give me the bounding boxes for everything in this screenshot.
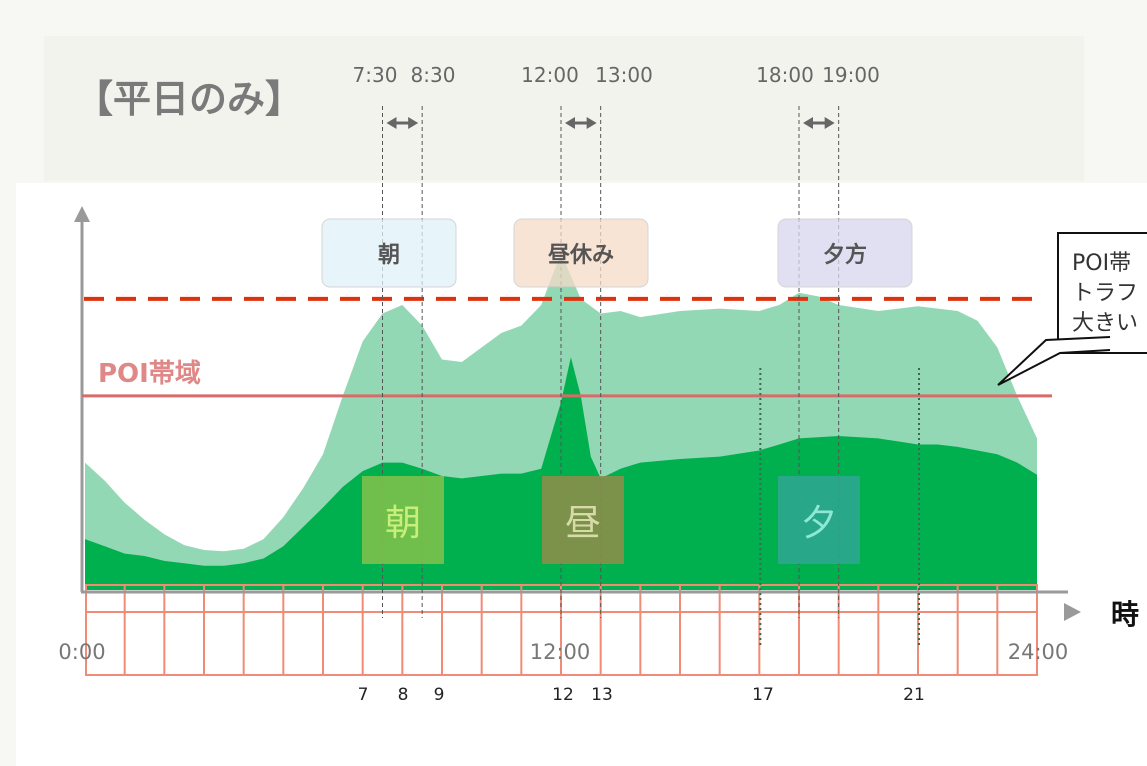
- period-time-label: 19:00: [822, 63, 880, 87]
- x-tick-label: 12:00: [530, 640, 591, 664]
- callout-pointer: [997, 336, 1111, 386]
- arrow-head-right: [586, 117, 597, 129]
- period-box: [778, 476, 860, 564]
- period-time-label: 12:00: [521, 63, 579, 87]
- hour-mark-label: 9: [434, 685, 445, 705]
- y-axis-arrow: [74, 206, 90, 222]
- period-box-label: 昼: [565, 503, 601, 544]
- period-box-label: 朝: [385, 503, 421, 544]
- period-label-box: [777, 218, 913, 288]
- page-title: 【平日のみ】: [75, 77, 303, 121]
- period-label: 昼休み: [548, 243, 614, 268]
- arrow-head-right: [824, 117, 835, 129]
- period-label-box: [321, 218, 457, 288]
- arrow-head-left: [565, 117, 575, 129]
- x-axis-unit: 時: [1111, 598, 1139, 631]
- hour-mark-label: 12: [552, 685, 574, 705]
- arrow-head-left: [803, 117, 813, 129]
- period-label: 夕方: [823, 242, 867, 268]
- hour-mark-label: 7: [358, 685, 369, 705]
- x-tick-label: 24:00: [1008, 640, 1069, 664]
- period-box: [362, 476, 444, 564]
- hour-mark-label: 17: [752, 685, 774, 705]
- x-tick-label: 0:00: [58, 640, 105, 664]
- x-axis-arrow: [1064, 603, 1081, 621]
- arrow-head-left: [386, 117, 397, 129]
- arrow-head-right: [408, 117, 419, 129]
- period-time-label: 8:30: [411, 63, 456, 87]
- period-box-label: 夕: [801, 503, 837, 544]
- callout-text: トラフ: [1072, 281, 1138, 306]
- chart-overlay: [74, 106, 1147, 648]
- hour-mark-label: 21: [903, 685, 925, 705]
- period-time-label: 18:00: [756, 63, 814, 87]
- callout-box: [1057, 232, 1147, 354]
- hour-mark-label: 13: [591, 685, 613, 705]
- callout-text: 大きい: [1072, 311, 1138, 336]
- callout-text: POI帯: [1072, 251, 1131, 276]
- period-label: 朝: [378, 242, 400, 268]
- period-time-label: 13:00: [595, 63, 653, 87]
- poi-band-label: POI帯域: [98, 359, 201, 389]
- header-panel: [44, 36, 1084, 181]
- chart-labels: POI帯域 【平日のみ】 7:30 8:30 12:00 13:00 18:00 19:00 朝…: [58, 63, 1139, 705]
- hour-mark-label: 8: [398, 685, 409, 705]
- period-time-label: 7:30: [353, 63, 398, 87]
- period-box: [542, 476, 624, 564]
- period-label-box: [513, 218, 649, 288]
